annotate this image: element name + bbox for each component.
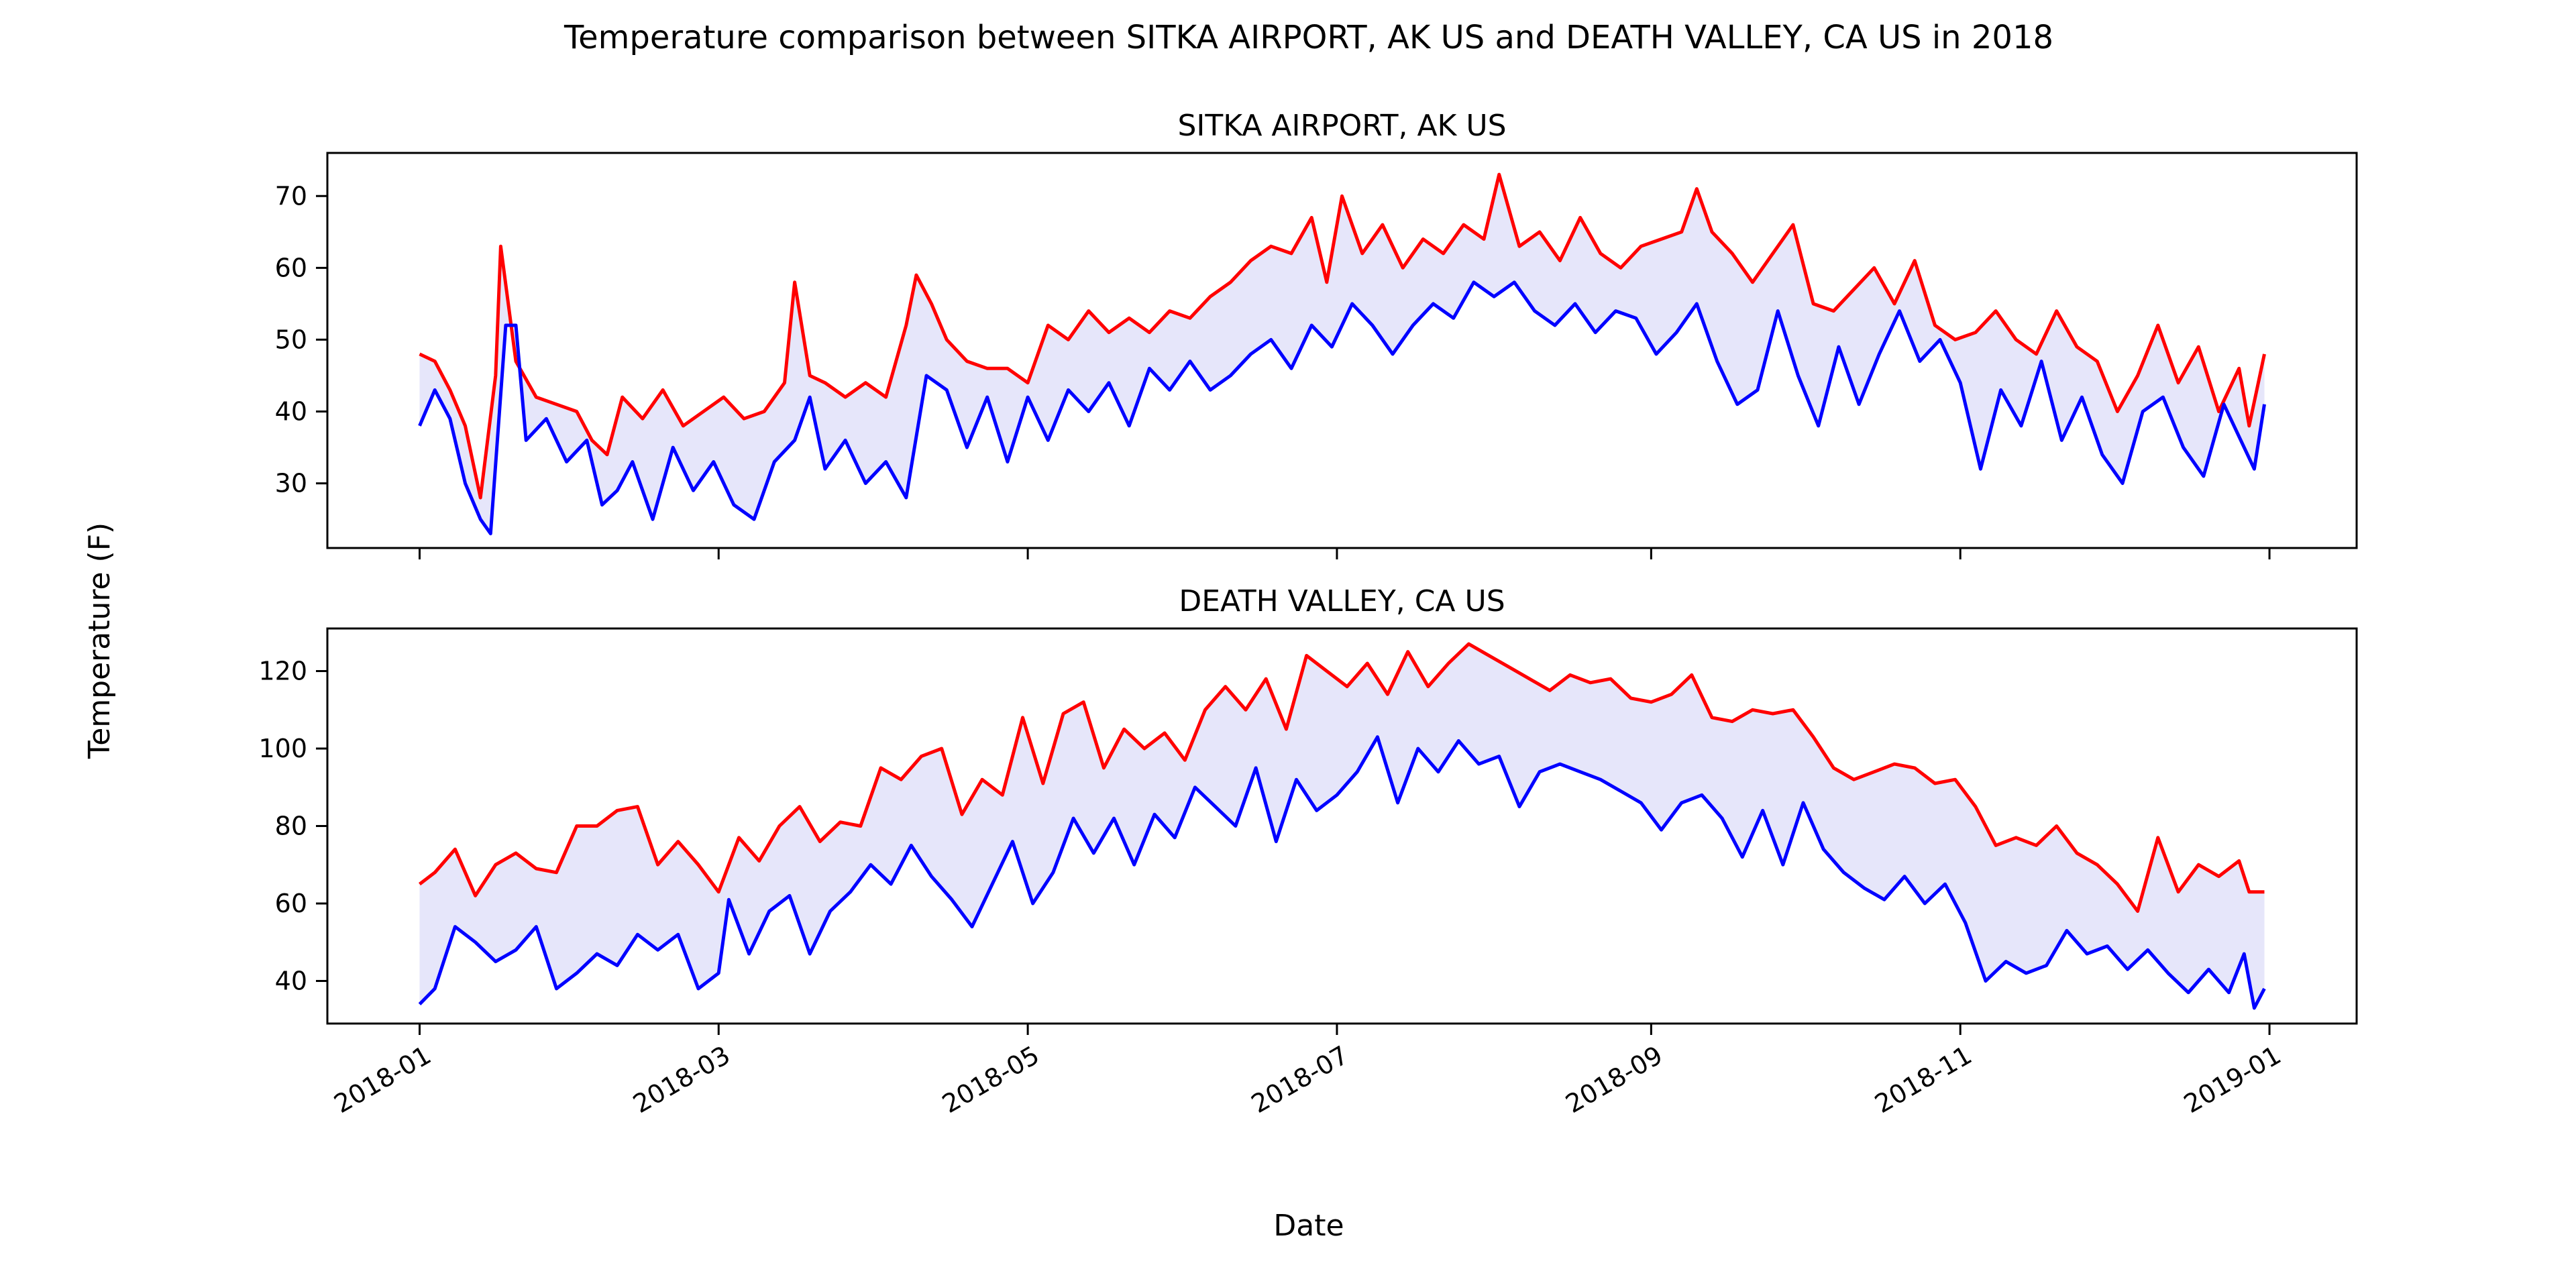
y-tick-label: 30 xyxy=(275,469,307,498)
x-axis-label: Date xyxy=(1273,1209,1344,1243)
chart-title: Temperature comparison between SITKA AIR… xyxy=(564,19,2053,56)
y-tick-label: 70 xyxy=(275,181,307,211)
panel-title: SITKA AIRPORT, AK US xyxy=(1177,109,1506,143)
plot-frame xyxy=(326,152,2358,549)
range-fill xyxy=(419,644,2265,1008)
y-tick-label: 50 xyxy=(275,325,307,354)
series-line-high xyxy=(419,172,2266,500)
y-tick-label: 60 xyxy=(275,889,307,918)
series-line-low xyxy=(418,280,2266,536)
panel-title: DEATH VALLEY, CA US xyxy=(1179,584,1505,618)
y-axis-label: Temperature (F) xyxy=(83,523,117,759)
series-line-low xyxy=(418,735,2266,1010)
series-line-high xyxy=(418,642,2265,913)
range-fill xyxy=(419,174,2265,534)
y-tick-label: 40 xyxy=(275,397,307,427)
y-tick-label: 80 xyxy=(275,812,307,841)
y-tick-label: 40 xyxy=(275,966,307,995)
y-tick-label: 100 xyxy=(258,734,307,763)
panel-1: SITKA AIRPORT, AK US 30 40 50 60 70 xyxy=(275,109,2358,559)
y-tick-label: 120 xyxy=(258,657,307,686)
y-tick-label: 60 xyxy=(275,253,307,282)
